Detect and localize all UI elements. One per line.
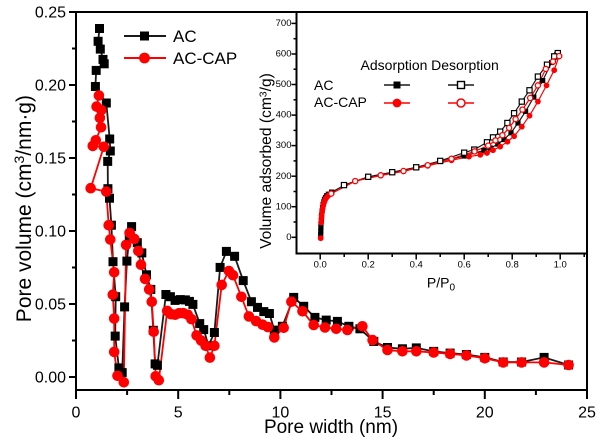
- svg-text:0.10: 0.10: [35, 224, 66, 241]
- svg-text:0.8: 0.8: [506, 260, 519, 271]
- svg-text:0: 0: [286, 232, 291, 243]
- svg-text:0.0: 0.0: [314, 260, 327, 271]
- svg-text:AC: AC: [314, 77, 333, 93]
- svg-text:0.25: 0.25: [35, 5, 66, 22]
- svg-text:20: 20: [476, 405, 494, 422]
- svg-text:500: 500: [276, 79, 292, 90]
- svg-text:AC-CAP: AC-CAP: [314, 94, 367, 110]
- svg-text:5: 5: [174, 405, 183, 422]
- svg-text:0.20: 0.20: [35, 78, 66, 95]
- svg-text:Pore width (nm): Pore width (nm): [264, 417, 398, 438]
- svg-text:200: 200: [276, 171, 292, 182]
- svg-text:0.15: 0.15: [35, 151, 66, 168]
- svg-text:25: 25: [578, 405, 596, 422]
- svg-text:10: 10: [272, 405, 290, 422]
- svg-text:AC: AC: [173, 27, 197, 46]
- svg-text:700: 700: [276, 18, 292, 29]
- svg-text:15: 15: [374, 405, 392, 422]
- svg-text:0.00: 0.00: [35, 370, 66, 387]
- svg-text:0.4: 0.4: [410, 260, 423, 271]
- svg-text:0: 0: [72, 405, 81, 422]
- svg-text:AC-CAP: AC-CAP: [173, 49, 237, 68]
- svg-text:Volume adsorbed (cm3/g): Volume adsorbed (cm3/g): [258, 73, 276, 249]
- svg-text:300: 300: [276, 140, 292, 151]
- svg-text:400: 400: [276, 110, 292, 121]
- svg-text:Pore volume (cm3/nm·g): Pore volume (cm3/nm·g): [11, 95, 36, 322]
- svg-text:600: 600: [276, 49, 292, 60]
- svg-text:P/P0: P/P0: [427, 275, 456, 294]
- svg-text:Adsorption: Adsorption: [361, 57, 428, 73]
- svg-text:100: 100: [276, 201, 292, 212]
- svg-text:0.05: 0.05: [35, 297, 66, 314]
- svg-text:0.2: 0.2: [362, 260, 375, 271]
- svg-text:1.0: 1.0: [554, 260, 567, 271]
- svg-text:0.6: 0.6: [458, 260, 471, 271]
- svg-text:Desorption: Desorption: [431, 57, 499, 73]
